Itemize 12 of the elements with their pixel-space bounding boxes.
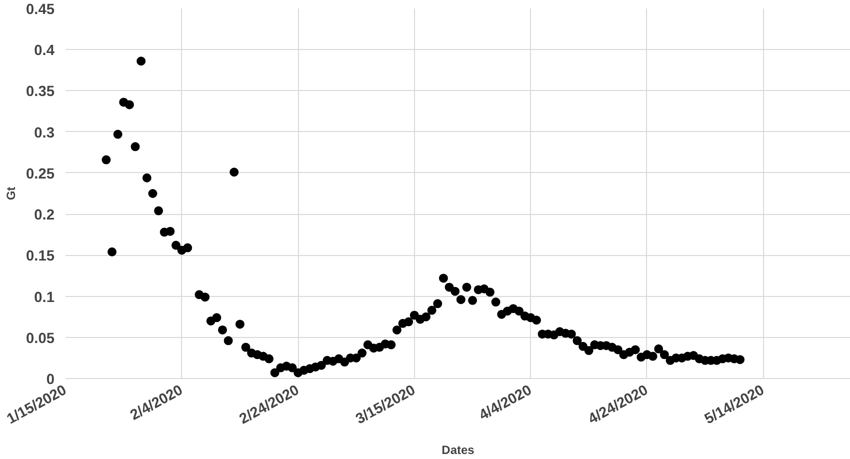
x-axis-title: Dates — [442, 442, 475, 457]
y-tick-label: 0.4 — [34, 43, 56, 60]
y-tick-label: 0.3 — [34, 125, 54, 142]
y-tick-label: 0.45 — [26, 2, 55, 18]
y-tick-label: 0 — [46, 372, 55, 388]
y-tick-label: 0.1 — [34, 290, 54, 306]
y-tick-label: 0.05 — [26, 330, 55, 347]
y-tick-label: 0.15 — [26, 248, 55, 265]
y-tick-label: 0.2 — [34, 208, 54, 224]
y-tick-label: 0.35 — [26, 84, 55, 100]
y-tick-label: 0.25 — [26, 166, 55, 182]
y-axis-title: Gt — [4, 186, 18, 200]
